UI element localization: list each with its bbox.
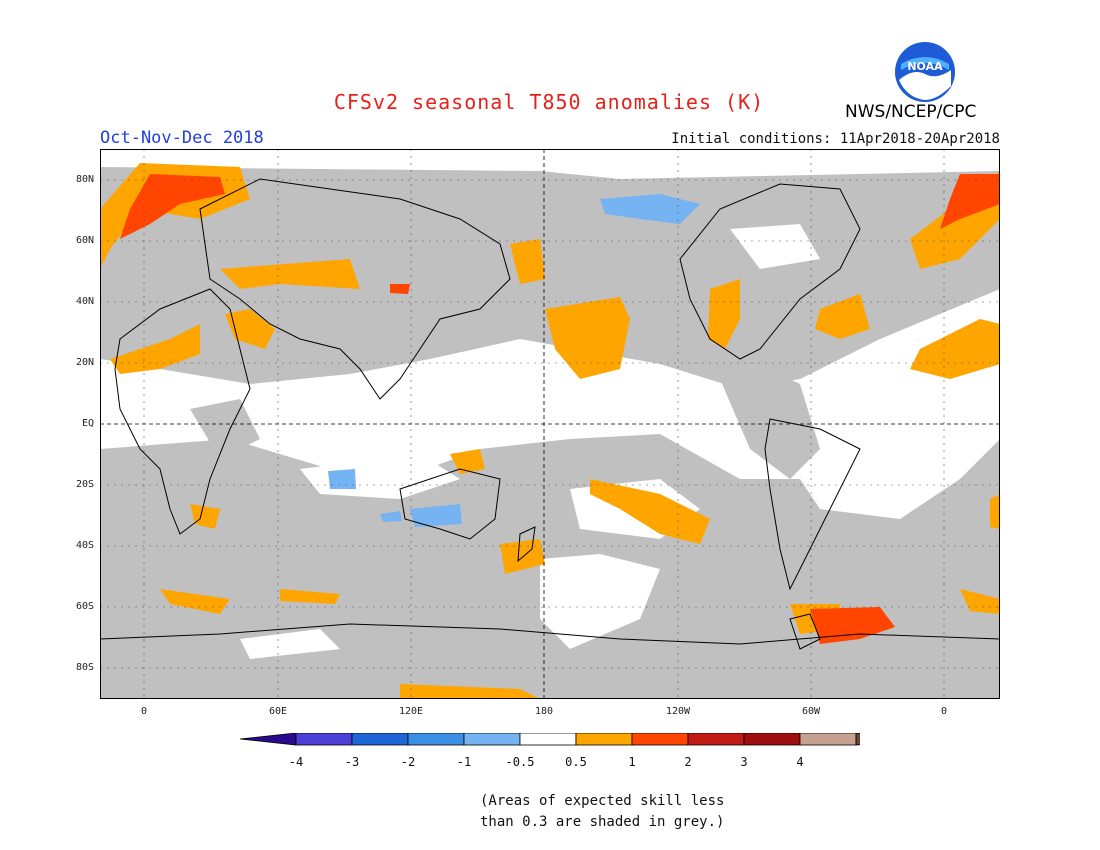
lat-label-40s: 40S: [75, 540, 94, 551]
colorbar-swatch: [351, 732, 409, 746]
equator-dateline: [100, 149, 1000, 699]
lon-label-180: 180: [534, 706, 554, 717]
colorbar-label: 4: [796, 755, 804, 769]
colorbar-label: -2: [400, 755, 416, 769]
map-frame: [100, 149, 1000, 699]
colorbar: [239, 732, 913, 753]
colorbar-label: 3: [740, 755, 748, 769]
colorbar-label: -0.5: [505, 755, 535, 769]
lon-label-0-right: 0: [940, 706, 948, 717]
lon-label-0: 0: [140, 706, 148, 717]
lat-label-eq: EQ: [81, 418, 94, 429]
lat-label-20n: 20N: [75, 357, 94, 368]
colorbar-label: 2: [684, 755, 692, 769]
colorbar-label: -3: [344, 755, 360, 769]
map-title: CFSv2 seasonal T850 anomalies (K): [333, 90, 765, 114]
lat-label-60n: 60N: [75, 235, 94, 246]
colorbar-swatch: [743, 732, 801, 746]
colorbar-arrow-right: [855, 732, 913, 746]
svg-text:NOAA: NOAA: [907, 60, 943, 73]
colorbar-label: 1: [628, 755, 636, 769]
colorbar-swatch: [519, 732, 577, 746]
forecast-period: Oct-Nov-Dec 2018: [100, 128, 264, 148]
colorbar-swatch: [631, 732, 689, 746]
lat-label-20s: 20S: [75, 479, 94, 490]
lon-label-60e: 60E: [268, 706, 288, 717]
colorbar-arrow-left: [239, 732, 297, 746]
skill-note: (Areas of expected skill less than 0.3 a…: [480, 791, 724, 833]
colorbar-label: -1: [456, 755, 472, 769]
noaa-logo: NOAA: [893, 40, 957, 104]
blue-anomaly-regions: [328, 194, 700, 527]
red-anomaly-regions: [120, 174, 1000, 644]
initial-conditions: Initial conditions: 11Apr2018-20Apr2018: [671, 131, 1000, 147]
lon-label-60w: 60W: [801, 706, 821, 717]
lat-label-40n: 40N: [75, 296, 94, 307]
colorbar-swatch: [687, 732, 745, 746]
lon-label-120w: 120W: [665, 706, 691, 717]
lat-label-60s: 60S: [75, 601, 94, 612]
colorbar-label: 0.5: [565, 755, 587, 769]
lat-label-80s: 80S: [75, 662, 94, 673]
skill-note-line-2: than 0.3 are shaded in grey.): [480, 814, 725, 830]
agency-label: NWS/NCEP/CPC: [845, 102, 977, 122]
anomaly-map: [100, 149, 1000, 699]
lon-label-120e: 120E: [398, 706, 424, 717]
skill-note-line-1: (Areas of expected skill less: [480, 793, 725, 809]
colorbar-swatch: [295, 732, 353, 746]
colorbar-swatch: [407, 732, 465, 746]
colorbar-swatch: [799, 732, 857, 746]
lat-label-80n: 80N: [75, 174, 94, 185]
colorbar-label: -4: [288, 755, 304, 769]
colorbar-swatch: [575, 732, 633, 746]
colorbar-swatch: [463, 732, 521, 746]
coastlines: [100, 178, 1000, 650]
